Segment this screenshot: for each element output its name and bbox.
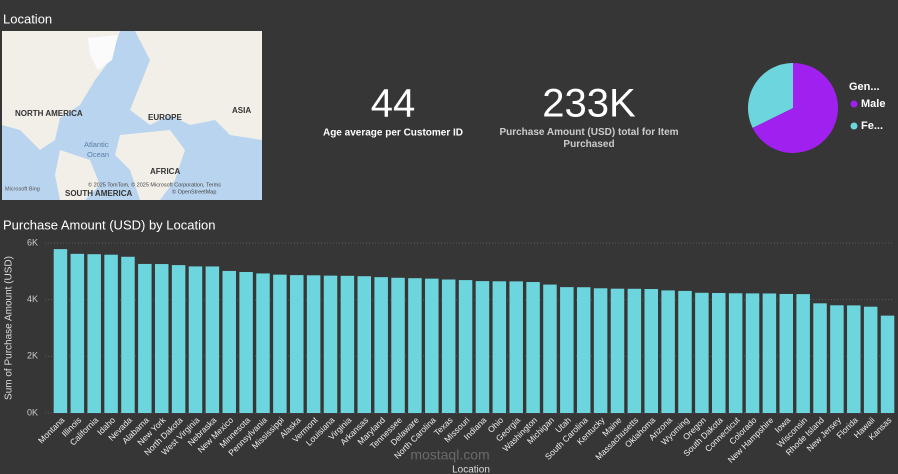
watermark: mostaql.com: [410, 447, 489, 463]
bar: [239, 271, 253, 413]
bar: [762, 293, 777, 413]
bar: [492, 281, 507, 413]
bar: [779, 293, 794, 413]
map-label: SOUTH AMERICA: [65, 189, 132, 198]
bar: [863, 306, 878, 413]
bar: [323, 275, 338, 413]
card-label: Age average per Customer ID: [323, 128, 463, 139]
y-tick-label: 2K: [27, 351, 38, 361]
bar: [576, 287, 591, 413]
land-africa: [115, 130, 185, 200]
bar: [87, 254, 101, 413]
legend-dot: [850, 100, 858, 108]
bar: [830, 305, 844, 413]
pie-slice: [752, 63, 839, 153]
bar: [53, 249, 68, 413]
map-label: AFRICA: [150, 167, 180, 176]
bar: [728, 293, 743, 413]
map-label: ASIA: [232, 106, 251, 115]
bar: [70, 253, 85, 413]
map-label: Atlantic: [84, 140, 109, 149]
map-label: NORTH AMERICA: [15, 109, 83, 118]
legend-dot: [850, 122, 858, 130]
bar: [880, 315, 895, 413]
bar: [357, 276, 372, 413]
chart-title: Purchase Amount (USD) by Location: [3, 217, 215, 232]
land-south-america: [55, 150, 100, 200]
bar: [273, 274, 287, 413]
bar: [593, 288, 608, 413]
card-value: 233K: [542, 82, 636, 126]
bar: [306, 275, 321, 413]
land-greenland: [88, 35, 118, 70]
bar: [138, 263, 152, 413]
card-label: Purchase Amount (USD) total for Item Pur…: [499, 127, 679, 150]
x-axis-title: Location: [452, 465, 490, 474]
bar: [509, 281, 523, 413]
map-label: EUROPE: [148, 113, 182, 122]
bar: [171, 265, 186, 413]
map-title: Location: [3, 11, 52, 26]
bar: [408, 278, 422, 413]
bar: [374, 277, 388, 413]
bar: [560, 287, 574, 413]
bar: [340, 275, 355, 413]
bar: [712, 292, 726, 413]
bar: [644, 289, 658, 413]
bar: [290, 275, 304, 413]
map: NORTH AMERICA EUROPE ASIA AFRICA SOUTH A…: [2, 31, 262, 200]
bar: [745, 293, 760, 413]
bar: [104, 254, 118, 413]
legend-title: Gen...: [849, 81, 880, 93]
bar: [543, 284, 557, 413]
bar: [154, 264, 169, 413]
map-logo: Microsoft Bing: [5, 186, 40, 192]
bar: [610, 288, 625, 413]
bar: [458, 280, 473, 413]
card-label-box: Purchase Amount (USD) total for Item Pur…: [499, 127, 679, 150]
land-north-america: [2, 31, 120, 150]
bar: [222, 270, 236, 413]
bar: [627, 288, 642, 413]
bar: [391, 277, 405, 413]
pie-slice: [748, 63, 793, 128]
bar: [526, 282, 540, 413]
y-tick-label: 4K: [27, 294, 38, 304]
map-attribution: © OpenStreetMap: [172, 188, 216, 195]
card-value: 44: [371, 82, 416, 126]
bar: [678, 290, 692, 413]
bar: [256, 273, 270, 413]
bar: [205, 266, 220, 413]
bar: [425, 278, 439, 413]
bar: [796, 294, 810, 413]
bar: [661, 290, 675, 413]
bar: [121, 256, 135, 413]
bar: [695, 292, 709, 413]
bar: [847, 305, 861, 413]
map-label: Ocean: [87, 150, 109, 159]
map-attribution: © 2025 TomTom, © 2025 Microsoft Corporat…: [88, 181, 221, 188]
bar: [813, 303, 827, 413]
bar: [188, 266, 203, 413]
y-tick-label: 0K: [27, 407, 38, 417]
land-eurasia: [130, 31, 262, 140]
y-axis-title: Sum of Purchase Amount (USD): [4, 256, 15, 400]
y-tick-label: 6K: [27, 237, 38, 247]
bar: [475, 281, 490, 413]
legend-label: Fe...: [861, 120, 883, 132]
legend-label: Male: [861, 98, 885, 110]
bar: [441, 279, 456, 413]
